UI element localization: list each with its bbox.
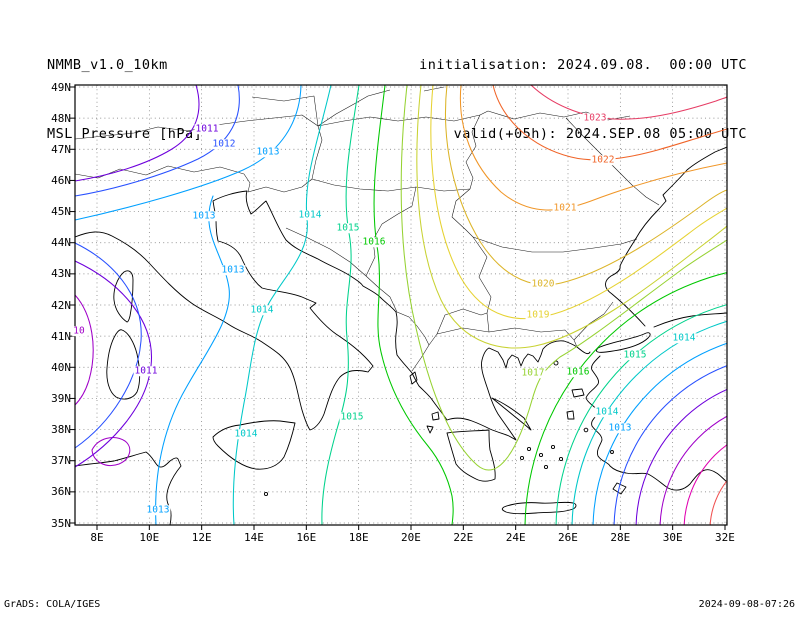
model-title: NMMB_v1.0_10km [47,57,168,73]
isobar-1015-se [555,304,727,525]
coast-crete [501,501,577,515]
isobar-1011-west [75,260,152,468]
border-hu-south [311,178,471,192]
isobar-1013 [75,85,302,221]
border-bosnia [285,186,417,277]
coast-cyclades-4 [558,456,564,462]
coast-sardinia [106,329,141,400]
coast-north-africa [75,451,182,525]
border-mk [436,308,490,335]
border-ro-rs [451,188,474,238]
isobar-1009-se [683,444,727,525]
isobar-1016 [373,85,454,525]
coast-kos [610,450,614,454]
isobar-1013-mid [155,195,230,525]
coast-corsica [113,270,134,323]
isobar-1008-se [709,479,727,525]
valid-time: valid(+05h): 2024.SEP.08 05:00 UTC [453,126,747,142]
isobar-1022 [492,85,727,161]
border-de-at [75,114,319,140]
axis-ticks [70,86,726,530]
border-alps [75,165,251,193]
header-right: initialisation: 2024.09.08. 00:00 UTC va… [419,8,747,192]
field-title: MSL Pressure [hPa] [47,126,203,142]
coast-kefalonia [431,411,440,421]
coast-zakynthos [426,425,434,434]
isobar-1017 [400,85,727,471]
coast-cyclades-3 [550,444,556,450]
border-gr-tr-evros [573,339,578,348]
header-left: NMMB_v1.0_10km MSL Pressure [hPa] [47,8,202,192]
isobar-1014-se [571,320,727,525]
creation-timestamp: 2024-09-08-07:26 [698,599,795,610]
coast-samos [583,427,589,433]
coast-turkey-black-sea [653,312,727,328]
coast-sicily [212,420,296,470]
coast-turkey-aegean [585,355,727,491]
border-me-al [365,275,430,346]
coast-black-sea-west [605,146,727,327]
isobar-1018 [416,85,727,349]
isobar-1010-loop [91,437,131,466]
coast-peloponnese [446,429,496,482]
isobar-1021 [459,85,727,211]
country-borders [75,86,660,372]
border-bg-tr [573,301,614,341]
isobar-1011 [75,85,200,182]
init-time: initialisation: 2024.09.08. 00:00 UTC [419,57,747,73]
isobars [75,85,727,525]
coast-cyclades-2 [538,452,544,458]
isobar-1010 [75,294,94,406]
coast-cyclades-5 [543,464,549,470]
isobar-1016-se [524,272,727,525]
coast-cyclades-6 [519,455,525,461]
coast-lesbos [571,388,585,398]
isobar-1011-se [635,388,727,525]
coast-marmara-sea [596,332,651,353]
grads-credit: GrADS: COLA/IGES [4,599,101,610]
coast-limnos [553,360,559,366]
border-danube-ro-bg [472,236,638,253]
coast-chios [566,410,575,420]
coast-europe-mainland [75,190,591,441]
isobar-1010-se [659,415,727,525]
border-cz-sk [251,86,445,127]
isobar-1014 [232,85,332,525]
border-si-hr-hu [247,125,323,193]
border-gr-north [411,327,575,372]
isobar-1020 [444,85,727,286]
isobar-1023 [530,85,727,120]
isobar-1012 [75,85,240,197]
border-hu-sk-ua [317,110,489,127]
coast-cyclades-1 [526,446,532,452]
isobar-1015 [321,85,360,525]
border-rs-bg [472,236,492,314]
coast-rhodes [612,482,627,495]
border-hu-ro [465,114,481,190]
coast-euboea [491,397,532,431]
isobar-1019 [430,85,727,320]
isobar-1012-west [75,242,142,449]
coast-malta [263,491,269,497]
coast-corfu [409,371,418,385]
